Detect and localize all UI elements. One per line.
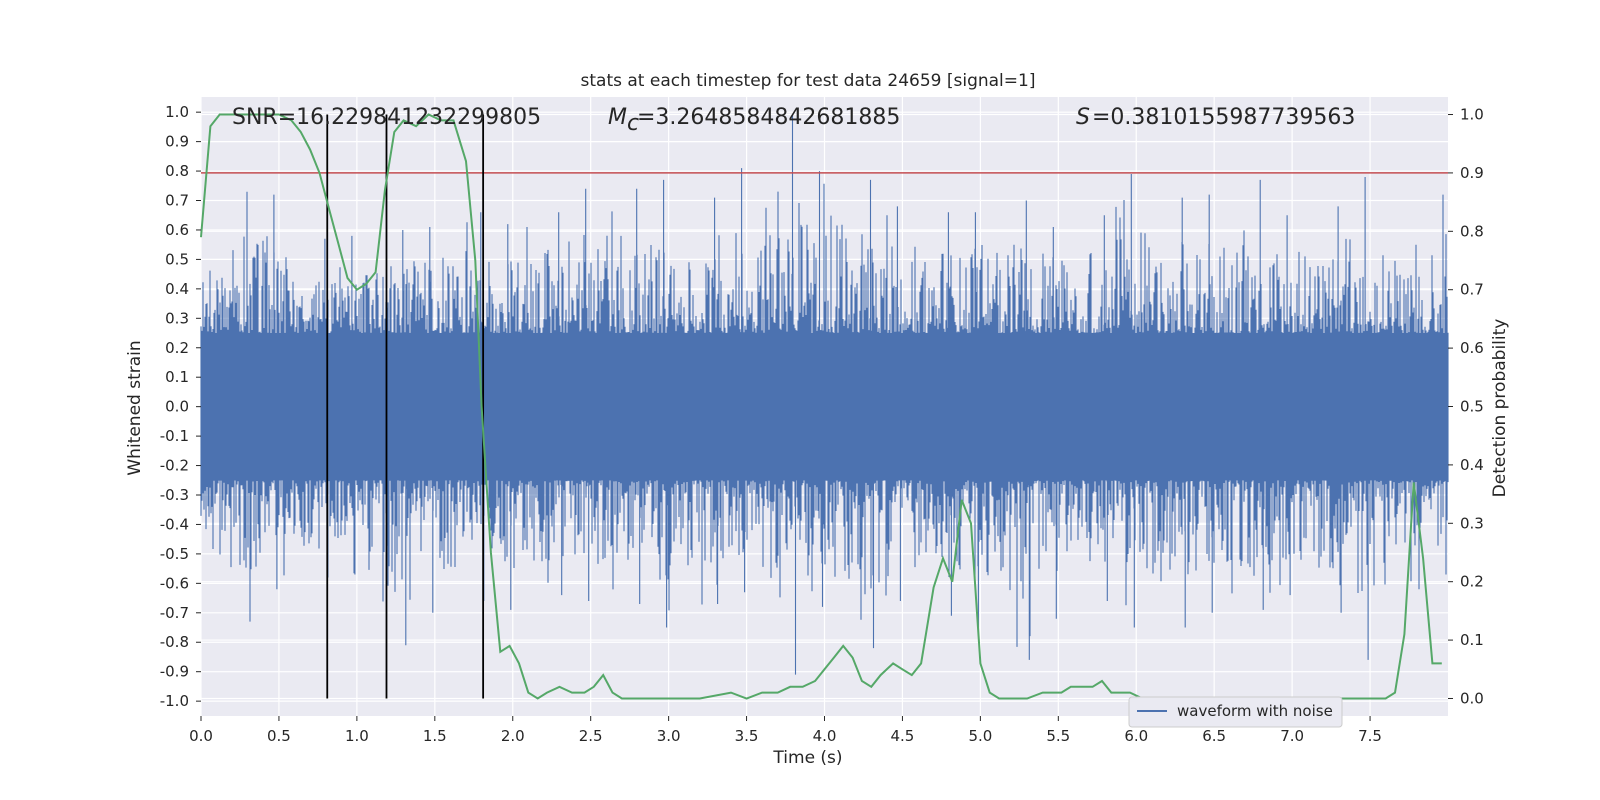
right-tick-label: 0.6 — [1460, 339, 1484, 357]
x-axis-label: Time (s) — [772, 748, 842, 768]
probability-series — [200, 113, 1442, 700]
s-annotation: S =0.3810155987739563 — [1076, 105, 1355, 130]
x-tick-label: 7.0 — [1280, 727, 1304, 745]
x-tick-label: 6.5 — [1202, 727, 1226, 745]
x-tick-label: 1.5 — [423, 727, 447, 745]
right-tick-label: 0.0 — [1460, 689, 1484, 707]
x-tick-label: 2.5 — [579, 727, 603, 745]
right-axis-ticks: 0.0 0.1 0.2 0.3 0.4 0.5 0.6 0.7 0.8 0.9 1.0 — [1448, 106, 1484, 707]
x-tick-label: 1.0 — [345, 727, 369, 745]
detection-probability-line — [200, 113, 1442, 700]
x-tick-label: 4.5 — [891, 727, 915, 745]
left-tick-label: 0.8 — [165, 162, 189, 180]
svg-text:=0.3810155987739563: =0.3810155987739563 — [1092, 105, 1355, 130]
left-tick-label: 0.5 — [165, 250, 189, 268]
legend-box — [1128, 696, 1343, 728]
left-tick-label: 0.2 — [165, 339, 189, 357]
left-tick-label: -0.5 — [160, 545, 189, 563]
chirp-mass-annotation: M c =3.2648584842681885 — [608, 105, 900, 136]
left-tick-label: 0.4 — [165, 280, 189, 298]
x-tick-label: 5.5 — [1046, 727, 1070, 745]
svg-text:M: M — [608, 105, 627, 130]
x-tick-label: 0.5 — [267, 727, 291, 745]
left-tick-label: -0.9 — [160, 663, 189, 681]
left-tick-label: 1.0 — [165, 103, 189, 121]
left-tick-label: -1.0 — [160, 692, 189, 710]
left-tick-label: 0.1 — [165, 368, 189, 386]
right-tick-label: 0.2 — [1460, 573, 1484, 591]
legend: waveform with noise — [1128, 696, 1343, 728]
right-tick-label: 0.9 — [1460, 164, 1484, 182]
svg-text:c: c — [627, 111, 639, 136]
left-axis-ticks: -1.0 -0.9 -0.8 -0.7 -0.6 -0.5 -0.4 -0.3 -0.2 -0.1… — [160, 103, 201, 710]
left-tick-label: -0.6 — [160, 574, 189, 592]
waveform-series — [200, 115, 1449, 675]
left-tick-label: -0.7 — [160, 604, 189, 622]
x-axis-ticks: 0.0 0.5 1.0 1.5 2.0 2.5 3.0 3.5 4.0 4.5 5.0 5.5 6.0 6… — [189, 716, 1382, 745]
left-tick-label: 0.7 — [165, 192, 189, 210]
x-tick-label: 3.0 — [657, 727, 681, 745]
snr-annotation: SNR=16.229841232299805 — [232, 105, 541, 130]
right-tick-label: 0.1 — [1460, 631, 1484, 649]
left-tick-label: -0.4 — [160, 515, 189, 533]
chart-title: stats at each timestep for test data 246… — [581, 71, 1036, 91]
right-tick-label: 0.3 — [1460, 514, 1484, 532]
y-axis-label: Whitened strain — [125, 340, 145, 475]
left-tick-label: 0.6 — [165, 221, 189, 239]
left-tick-label: 0.0 — [165, 398, 189, 416]
x-tick-label: 3.5 — [735, 727, 759, 745]
vertical-markers — [326, 114, 485, 699]
svg-text:S: S — [1076, 105, 1090, 130]
left-tick-label: -0.1 — [160, 427, 189, 445]
left-tick-label: -0.2 — [160, 457, 189, 475]
x-tick-label: 0.0 — [189, 727, 213, 745]
left-tick-label: 0.9 — [165, 133, 189, 151]
legend-label-waveform: waveform with noise — [1177, 702, 1333, 720]
right-tick-label: 0.4 — [1460, 456, 1484, 474]
left-tick-label: -0.8 — [160, 633, 189, 651]
svg-text:=3.2648584842681885: =3.2648584842681885 — [637, 105, 900, 130]
x-tick-label: 6.0 — [1124, 727, 1148, 745]
x-tick-label: 2.0 — [501, 727, 525, 745]
left-tick-label: 0.3 — [165, 309, 189, 327]
x-tick-label: 4.0 — [813, 727, 837, 745]
x-tick-label: 5.0 — [968, 727, 992, 745]
right-tick-label: 1.0 — [1460, 106, 1484, 124]
y-axis-label-right: Detection probability — [1490, 319, 1510, 498]
waveform-with-noise — [200, 115, 1449, 675]
x-tick-label: 7.5 — [1358, 727, 1382, 745]
right-tick-label: 0.5 — [1460, 398, 1484, 416]
right-tick-label: 0.7 — [1460, 281, 1484, 299]
left-tick-label: -0.3 — [160, 486, 189, 504]
right-tick-label: 0.8 — [1460, 222, 1484, 240]
